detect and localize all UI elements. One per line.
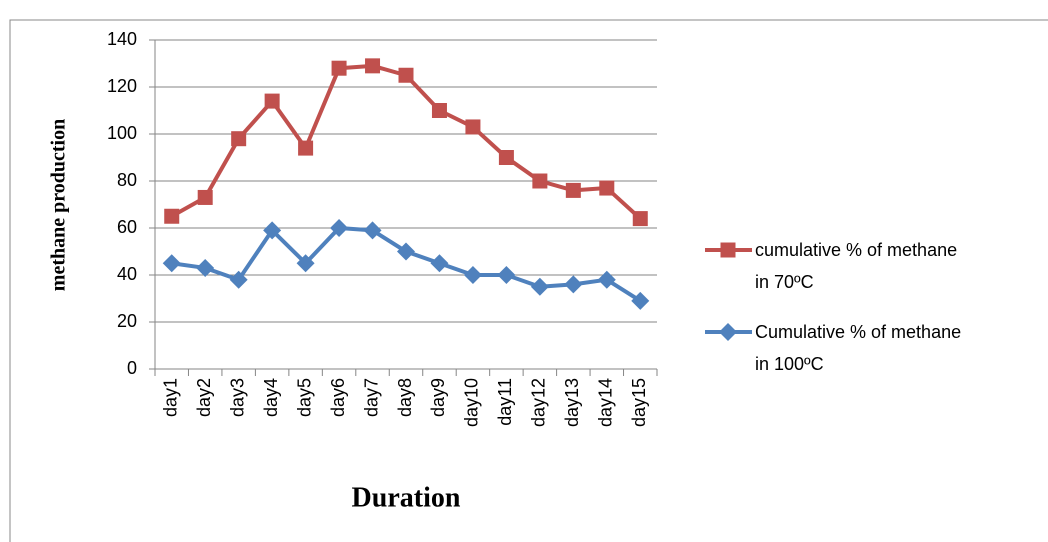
marker [196,258,215,277]
marker [564,275,583,294]
chart-border [9,19,1048,542]
marker [532,173,548,189]
marker [431,103,447,118]
marker [229,270,248,289]
y-axis-title: methane production [48,119,70,291]
marker [263,221,282,240]
marker [296,254,315,273]
x-tick-label: day9 [428,378,448,417]
y-tick-label: 80 [117,170,137,190]
x-tick-label: day8 [395,378,415,417]
marker [530,277,549,296]
y-tick-label: 0 [127,358,137,378]
x-tick-label: day5 [294,378,314,417]
marker [632,211,648,227]
marker [397,242,415,261]
x-tick-label: day12 [529,378,549,427]
x-tick-label: day11 [495,378,515,426]
legend-label: Cumulative % of methane in 100ºC [755,322,962,374]
marker [719,323,737,341]
marker [565,182,581,198]
x-tick-label: day15 [629,378,649,427]
y-tick-label: 120 [107,76,137,96]
marker [597,270,616,289]
marker [497,266,516,284]
marker [331,60,347,76]
y-tick-label: 40 [117,264,137,284]
y-tick-label: 140 [107,29,137,49]
marker [330,219,349,237]
marker [164,208,180,224]
marker [463,266,482,284]
x-axis-title: Duration [352,482,461,513]
x-tick-label: day13 [562,378,582,427]
legend-label: cumulative % of methane in 70ºC [755,240,958,292]
marker [631,291,650,310]
marker [430,254,449,273]
y-tick-label: 100 [107,123,137,143]
x-tick-label: day6 [328,378,348,417]
marker [498,150,514,165]
x-tick-label: day2 [194,378,214,417]
marker [197,189,213,205]
marker [398,67,414,83]
x-tick-label: day14 [596,378,616,427]
marker [465,119,481,135]
y-tick-label: 60 [117,217,137,237]
x-tick-label: day3 [227,378,247,417]
marker [162,254,181,273]
marker [720,242,736,258]
x-tick-label: day1 [160,378,180,417]
marker [264,93,280,109]
marker [365,58,381,74]
y-tick-label: 20 [117,311,137,331]
marker [363,221,382,240]
x-tick-label: day7 [361,378,381,417]
marker [231,131,247,147]
x-tick-label: day4 [261,378,281,417]
marker [298,140,314,156]
x-tick-label: day10 [462,378,482,427]
marker [599,180,615,196]
